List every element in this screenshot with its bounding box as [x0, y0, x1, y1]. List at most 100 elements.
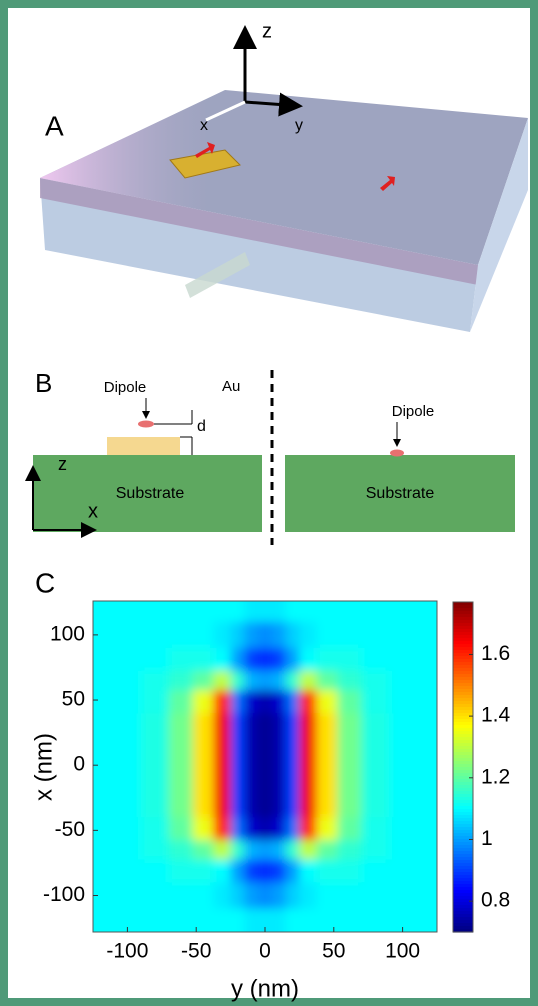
heatmap-cell: [141, 671, 169, 691]
heatmap-cell: [389, 622, 417, 649]
heatmap-cell: [361, 713, 389, 740]
heatmap-cell: [389, 671, 417, 691]
heatmap-cell: [272, 765, 286, 792]
heatmap-cell: [244, 713, 258, 740]
label: Au: [222, 378, 240, 395]
heatmap-cell: [258, 882, 272, 909]
heatmap-cell: [169, 860, 194, 883]
panel-label: B: [35, 368, 52, 398]
heatmap-cells: [65, 575, 465, 959]
heatmap-cell: [169, 648, 194, 671]
heatmap-cell: [231, 690, 245, 713]
x-tick-label: -100: [106, 940, 148, 963]
heatmap-cell: [317, 817, 338, 840]
heatmap-cell: [317, 791, 338, 818]
heatmap-cell: [361, 671, 389, 691]
heatmap-cell: [141, 648, 169, 671]
heatmap-cell: [337, 648, 362, 671]
heatmap-cell: [213, 791, 231, 818]
heatmap-cell: [389, 739, 417, 766]
heatmap-cell: [286, 860, 300, 883]
heatmap-cell: [169, 671, 194, 691]
heatmap-cell: [193, 648, 214, 671]
heatmap-cell: [389, 882, 417, 909]
colorbar-tick-label: 0.8: [481, 889, 510, 912]
heatmap-cell: [193, 817, 214, 840]
heatmap-cell: [213, 739, 231, 766]
heatmap-cell: [286, 817, 300, 840]
heatmap: [65, 575, 465, 959]
heatmap-cell: [361, 840, 389, 860]
heatmap-cell: [141, 882, 169, 909]
heatmap-cell: [272, 882, 286, 909]
label: Dipole: [104, 379, 147, 396]
heatmap-cell: [114, 840, 142, 860]
heatmap-cell: [299, 882, 317, 909]
heatmap-cell: [213, 840, 231, 860]
heatmap-cell: [141, 739, 169, 766]
heatmap-cell: [389, 791, 417, 818]
heatmap-cell: [213, 817, 231, 840]
heatmap-cell: [141, 622, 169, 649]
heatmap-cell: [317, 739, 338, 766]
heatmap-cell: [231, 671, 245, 691]
axis-label: x: [200, 117, 208, 134]
y-tick-label: 100: [50, 622, 85, 645]
heatmap-cell: [299, 713, 317, 740]
heatmap-cell: [169, 840, 194, 860]
heatmap-cell: [213, 690, 231, 713]
colorbar-tick-label: 1: [481, 827, 493, 850]
heatmap-cell: [114, 882, 142, 909]
heatmap-cell: [272, 622, 286, 649]
heatmap-cell: [231, 765, 245, 792]
heatmap-cell: [337, 817, 362, 840]
heatmap-cell: [272, 860, 286, 883]
heatmap-cell: [141, 817, 169, 840]
heatmap-cell: [244, 840, 258, 860]
heatmap-cell: [114, 648, 142, 671]
heatmap-cell: [337, 860, 362, 883]
heatmap-cell: [258, 622, 272, 649]
heatmap-cell: [231, 882, 245, 909]
heatmap-cell: [272, 690, 286, 713]
heatmap-cell: [213, 622, 231, 649]
x-tick-label: 0: [259, 940, 271, 963]
heatmap-cell: [317, 840, 338, 860]
heatmap-cell: [272, 739, 286, 766]
heatmap-cell: [286, 791, 300, 818]
heatmap-cell: [286, 648, 300, 671]
colorbar-tick-label: 1.2: [481, 765, 510, 788]
heatmap-cell: [258, 739, 272, 766]
heatmap-cell: [286, 882, 300, 909]
heatmap-cell: [213, 671, 231, 691]
heatmap-cell: [286, 713, 300, 740]
heatmap-cell: [231, 791, 245, 818]
heatmap-cell: [193, 791, 214, 818]
label: Substrate: [366, 485, 435, 502]
heatmap-cell: [244, 860, 258, 883]
heatmap-cell: [169, 765, 194, 792]
x-tick-label: 50: [322, 940, 345, 963]
y-tick-label: 0: [73, 753, 85, 776]
heatmap-cell: [169, 791, 194, 818]
heatmap-cell: [258, 791, 272, 818]
label: Substrate: [116, 485, 185, 502]
heatmap-cell: [299, 690, 317, 713]
axis-label: y: [295, 117, 303, 134]
heatmap-cell: [337, 739, 362, 766]
heatmap-cell: [286, 840, 300, 860]
heatmap-cell: [337, 622, 362, 649]
heatmap-cell: [213, 860, 231, 883]
heatmap-cell: [231, 648, 245, 671]
heatmap-cell: [244, 791, 258, 818]
heatmap-cell: [258, 817, 272, 840]
heatmap-cell: [389, 765, 417, 792]
heatmap-cell: [114, 622, 142, 649]
heatmap-cell: [389, 840, 417, 860]
heatmap-cell: [231, 840, 245, 860]
panel-label: C: [35, 567, 55, 598]
label: d: [197, 418, 206, 435]
heatmap-cell: [169, 713, 194, 740]
heatmap-cell: [337, 713, 362, 740]
heatmap-cell: [193, 690, 214, 713]
